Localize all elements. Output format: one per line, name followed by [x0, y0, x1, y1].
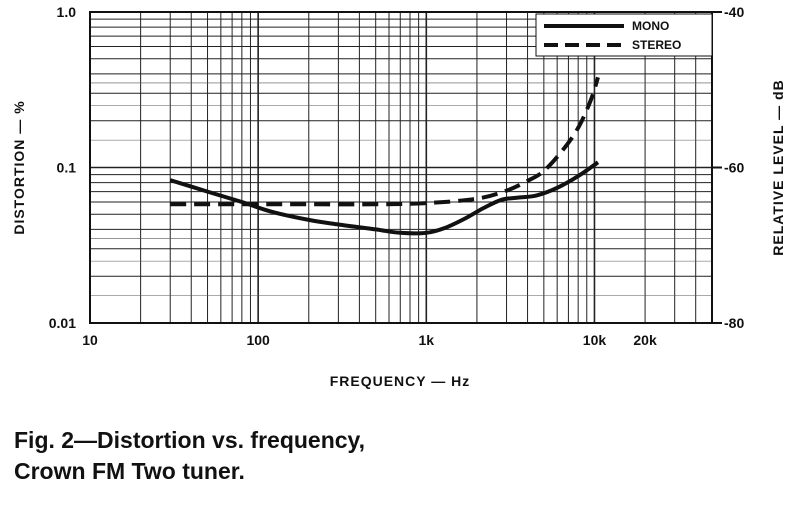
y-axis-ticks: 1.0 0.1 0.01: [49, 4, 76, 331]
y2-tick-label: -80: [724, 315, 744, 331]
x-tick-label: 100: [246, 332, 270, 348]
figure-caption: Fig. 2—Distortion vs. frequency, Crown F…: [14, 427, 366, 484]
series-lines: [169, 76, 600, 236]
x-tick-label: 20k: [633, 332, 657, 348]
legend-label-mono: MONO: [632, 19, 669, 33]
y2-tick-label: -40: [724, 4, 744, 20]
y-tick-label: 0.01: [49, 315, 76, 331]
distortion-chart: 1.0 0.1 0.01 -40 -60 -80 10 100 1k 10k 20k MONO …: [11, 4, 786, 389]
y-axis-label: DISTORTION — %: [11, 100, 27, 234]
y-tick-label: 1.0: [57, 4, 77, 20]
x-tick-label: 10k: [583, 332, 607, 348]
x-axis-ticks: 10 100 1k 10k 20k: [82, 332, 657, 348]
legend: MONO STEREO: [535, 13, 713, 57]
legend-label-stereo: STEREO: [632, 38, 681, 52]
y2-tick-label: -60: [724, 160, 744, 176]
legend-box: [535, 13, 713, 57]
series-line-stereo: [170, 76, 600, 207]
y-tick-label: 0.1: [57, 160, 77, 176]
series-line-mono: [169, 160, 600, 236]
y2-axis-ticks: -40 -60 -80: [712, 4, 744, 331]
x-axis-label: FREQUENCY — Hz: [330, 373, 471, 389]
y2-axis-label: RELATIVE LEVEL — dB: [770, 79, 786, 255]
x-tick-label: 10: [82, 332, 98, 348]
chart-grid: [90, 12, 712, 323]
x-tick-label: 1k: [419, 332, 435, 348]
